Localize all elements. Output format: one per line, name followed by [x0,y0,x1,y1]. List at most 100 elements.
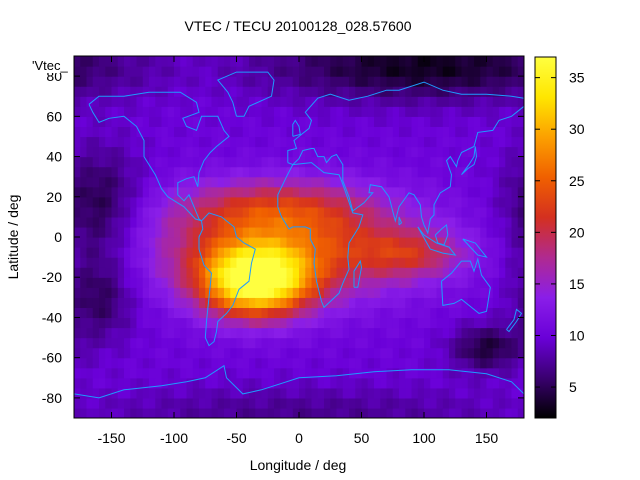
heatmap-cell [392,176,400,188]
heatmap-cell [261,297,269,308]
heatmap-cell [280,357,288,369]
heatmap-cell [380,277,388,288]
heatmap-cell [517,106,524,117]
heatmap-cell [217,267,225,278]
heatmap-cell [355,186,363,198]
heatmap-cell [424,196,431,208]
heatmap-cell [449,247,456,258]
heatmap-cell [280,297,288,308]
heatmap-cell [430,156,438,168]
heatmap-cell [461,337,469,349]
heatmap-cell [280,76,288,87]
heatmap-cell [392,367,400,379]
heatmap-cell [367,116,375,127]
heatmap-cell [486,116,494,127]
heatmap-cell [186,397,194,409]
heatmap-cell [192,367,200,379]
heatmap-cell [517,387,524,399]
heatmap-cell [267,106,275,117]
heatmap-cell [330,237,338,248]
heatmap-cell [505,287,513,298]
heatmap-cell [217,367,225,379]
heatmap-cell [374,136,381,148]
heatmap-cell [186,156,194,168]
heatmap-cell [211,367,219,379]
heatmap-cell [349,176,356,188]
heatmap-cell [374,156,381,168]
heatmap-cell [492,86,500,97]
heatmap-cell [436,277,444,288]
heatmap-cell [99,206,106,218]
heatmap-cell [192,257,200,268]
heatmap-cell [286,76,294,87]
heatmap-cell [299,186,306,198]
heatmap-cell [236,297,244,308]
heatmap-cell [267,196,275,208]
heatmap-cell [117,166,125,178]
heatmap-cell [317,216,325,228]
heatmap-cell [480,226,488,238]
heatmap-cell [267,397,275,409]
heatmap-cell [305,387,313,399]
heatmap-cell [299,367,306,379]
heatmap-cell [505,86,513,97]
heatmap-cell [105,96,113,107]
heatmap-cell [255,377,263,389]
heatmap-cell [111,186,119,198]
heatmap-cell [455,206,463,218]
heatmap-cell [274,407,281,418]
heatmap-cell [442,317,450,329]
heatmap-cell [361,86,369,97]
heatmap-cell [174,116,181,127]
heatmap-cell [374,337,381,349]
heatmap-cell [417,267,425,278]
heatmap-cell [167,337,175,349]
heatmap-cell [167,297,175,308]
heatmap-cell [361,166,369,178]
heatmap-cell [230,267,238,278]
heatmap-cell [267,407,275,418]
heatmap-cell [274,377,281,389]
heatmap-cell [74,176,81,188]
heatmap-cell [167,156,175,168]
heatmap-cell [149,136,156,148]
heatmap-cell [342,176,350,188]
heatmap-cell [480,327,488,339]
heatmap-cell [317,297,325,308]
heatmap-cell [186,267,194,278]
heatmap-cell [105,216,113,228]
heatmap-cell [161,156,169,168]
heatmap-cell [499,327,506,339]
heatmap-cell [392,156,400,168]
heatmap-cell [474,166,481,178]
y-tick-label: -80 [42,390,62,406]
heatmap-cell [455,367,463,379]
heatmap-cell [511,377,519,389]
heatmap-cell [99,247,106,258]
heatmap-cell [92,196,100,208]
heatmap-cell [374,267,381,278]
heatmap-cell [292,96,300,107]
heatmap-cell [330,407,338,418]
heatmap-cell [492,186,500,198]
heatmap-cell [336,377,344,389]
heatmap-cell [149,307,156,319]
heatmap-cell [267,136,275,148]
heatmap-cell [174,166,181,178]
heatmap-cell [80,267,88,278]
heatmap-cell [211,116,219,127]
heatmap-cell [349,307,356,319]
heatmap-cell [124,337,131,349]
heatmap-cell [117,277,125,288]
heatmap-cell [361,96,369,107]
heatmap-cell [436,357,444,369]
heatmap-cell [361,307,369,319]
heatmap-cell [349,277,356,288]
heatmap-cell [380,297,388,308]
heatmap-cell [474,226,481,238]
heatmap-cell [211,347,219,359]
heatmap-cell [492,106,500,117]
heatmap-cell [174,347,181,359]
heatmap-cell [330,307,338,319]
heatmap-cell [467,186,475,198]
